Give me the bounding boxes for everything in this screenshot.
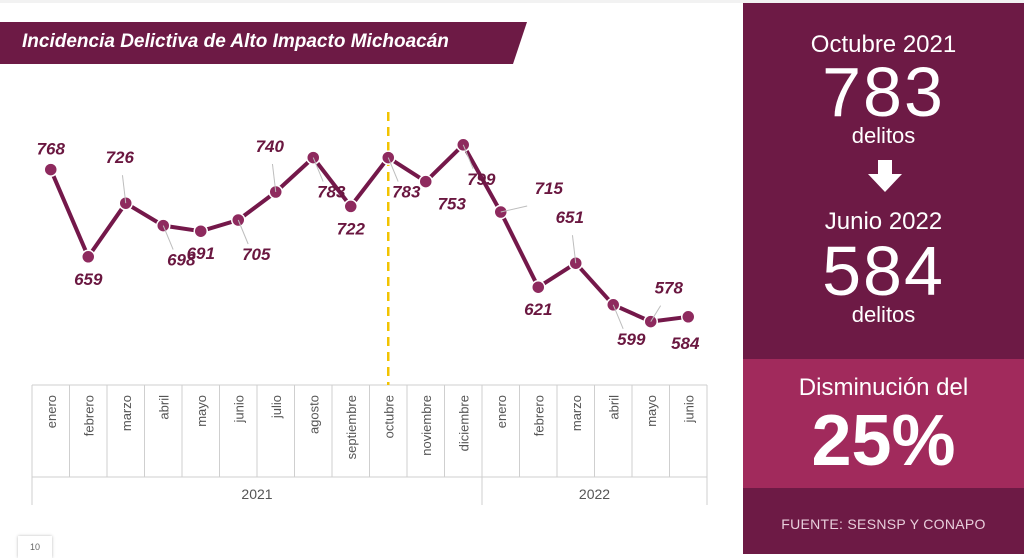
x-tick-label: marzo	[119, 395, 134, 431]
chart-title: Incidencia Delictiva de Alto Impacto Mic…	[22, 31, 449, 52]
data-label: 651	[556, 208, 584, 227]
x-tick-label: febrero	[531, 395, 546, 436]
data-label: 726	[106, 148, 135, 167]
decrease-panel: Disminución del 25%	[743, 359, 1024, 488]
to-period-value: 584	[822, 232, 945, 310]
data-point	[343, 199, 358, 214]
data-label-leader	[500, 205, 528, 213]
data-label-leader	[462, 144, 474, 169]
x-tick-label: marzo	[569, 395, 584, 431]
data-label: 691	[187, 244, 215, 263]
data-label: 599	[617, 330, 646, 349]
line-chart: 2021 2022 enero febrero marzo abril mayo junio j…	[31, 112, 708, 505]
data-label-leader	[387, 157, 399, 182]
decrease-label: Disminución del	[798, 374, 969, 401]
data-label-leader	[650, 305, 662, 322]
source-text: FUENTE: SESNSP Y CONAPO	[781, 516, 986, 532]
title-banner-shape	[0, 22, 527, 64]
data-label: 659	[74, 270, 103, 289]
x-tick-label: junio	[231, 395, 246, 423]
data-point	[418, 174, 433, 189]
data-label-leader	[271, 163, 277, 193]
data-label: 621	[524, 300, 552, 319]
data-label: 698	[167, 251, 196, 270]
data-label: 740	[256, 137, 285, 156]
data-label: 753	[438, 195, 467, 214]
summary-panel: Octubre 2021 783 delitos Junio 2022 584 …	[743, 3, 1024, 359]
data-label-leader	[312, 157, 324, 182]
data-label: 768	[37, 140, 66, 159]
x-tick-label: septiembre	[344, 395, 359, 459]
x-tick-label: octubre	[381, 395, 396, 438]
data-label: 722	[337, 219, 366, 238]
data-label: 584	[671, 334, 700, 353]
x-tick-label: mayo	[194, 395, 209, 427]
x-tick-label: enero	[44, 395, 59, 428]
top-rule	[0, 0, 1024, 3]
from-period-unit: delitos	[851, 123, 916, 148]
title-banner: Incidencia Delictiva de Alto Impacto Mic…	[0, 22, 527, 64]
x-tick-label: febrero	[81, 395, 96, 436]
x-tick-label: abril	[606, 395, 621, 420]
to-period-label: Junio 2022	[824, 208, 943, 235]
x-tick-label: mayo	[644, 395, 659, 427]
x-tick-label: enero	[494, 395, 509, 428]
data-label-leader	[121, 175, 127, 204]
x-tick-label: julio	[269, 395, 284, 419]
data-label: 578	[655, 279, 684, 298]
data-label-leader	[162, 225, 174, 250]
x-tick-label: abril	[156, 395, 171, 420]
data-point	[681, 309, 696, 325]
decrease-value: 25%	[811, 401, 956, 481]
data-point	[531, 279, 546, 295]
from-period-value: 783	[822, 53, 945, 131]
data-label: 799	[467, 170, 496, 189]
down-arrow-icon	[868, 160, 902, 192]
source-panel: FUENTE: SESNSP Y CONAPO	[743, 488, 1024, 554]
data-label: 715	[535, 179, 564, 198]
year-label: 2022	[579, 486, 610, 502]
data-label-leader	[612, 304, 624, 329]
series-line	[48, 142, 689, 324]
x-tick-label: diciembre	[456, 395, 471, 451]
data-point	[81, 249, 96, 265]
data-point	[43, 162, 58, 177]
x-tick-label: agosto	[306, 395, 321, 434]
data-label: 783	[392, 183, 421, 202]
data-label-leader	[571, 235, 577, 264]
x-tick-label: noviembre	[419, 395, 434, 456]
data-label-leader	[237, 219, 249, 245]
year-label: 2021	[241, 486, 272, 502]
data-label: 783	[317, 183, 346, 202]
x-tick-label: junio	[681, 395, 696, 423]
to-period-unit: delitos	[851, 302, 916, 327]
page-number: 10	[18, 536, 52, 558]
data-label: 705	[242, 245, 271, 264]
from-period-label: Octubre 2021	[810, 31, 957, 58]
data-point	[193, 223, 208, 239]
